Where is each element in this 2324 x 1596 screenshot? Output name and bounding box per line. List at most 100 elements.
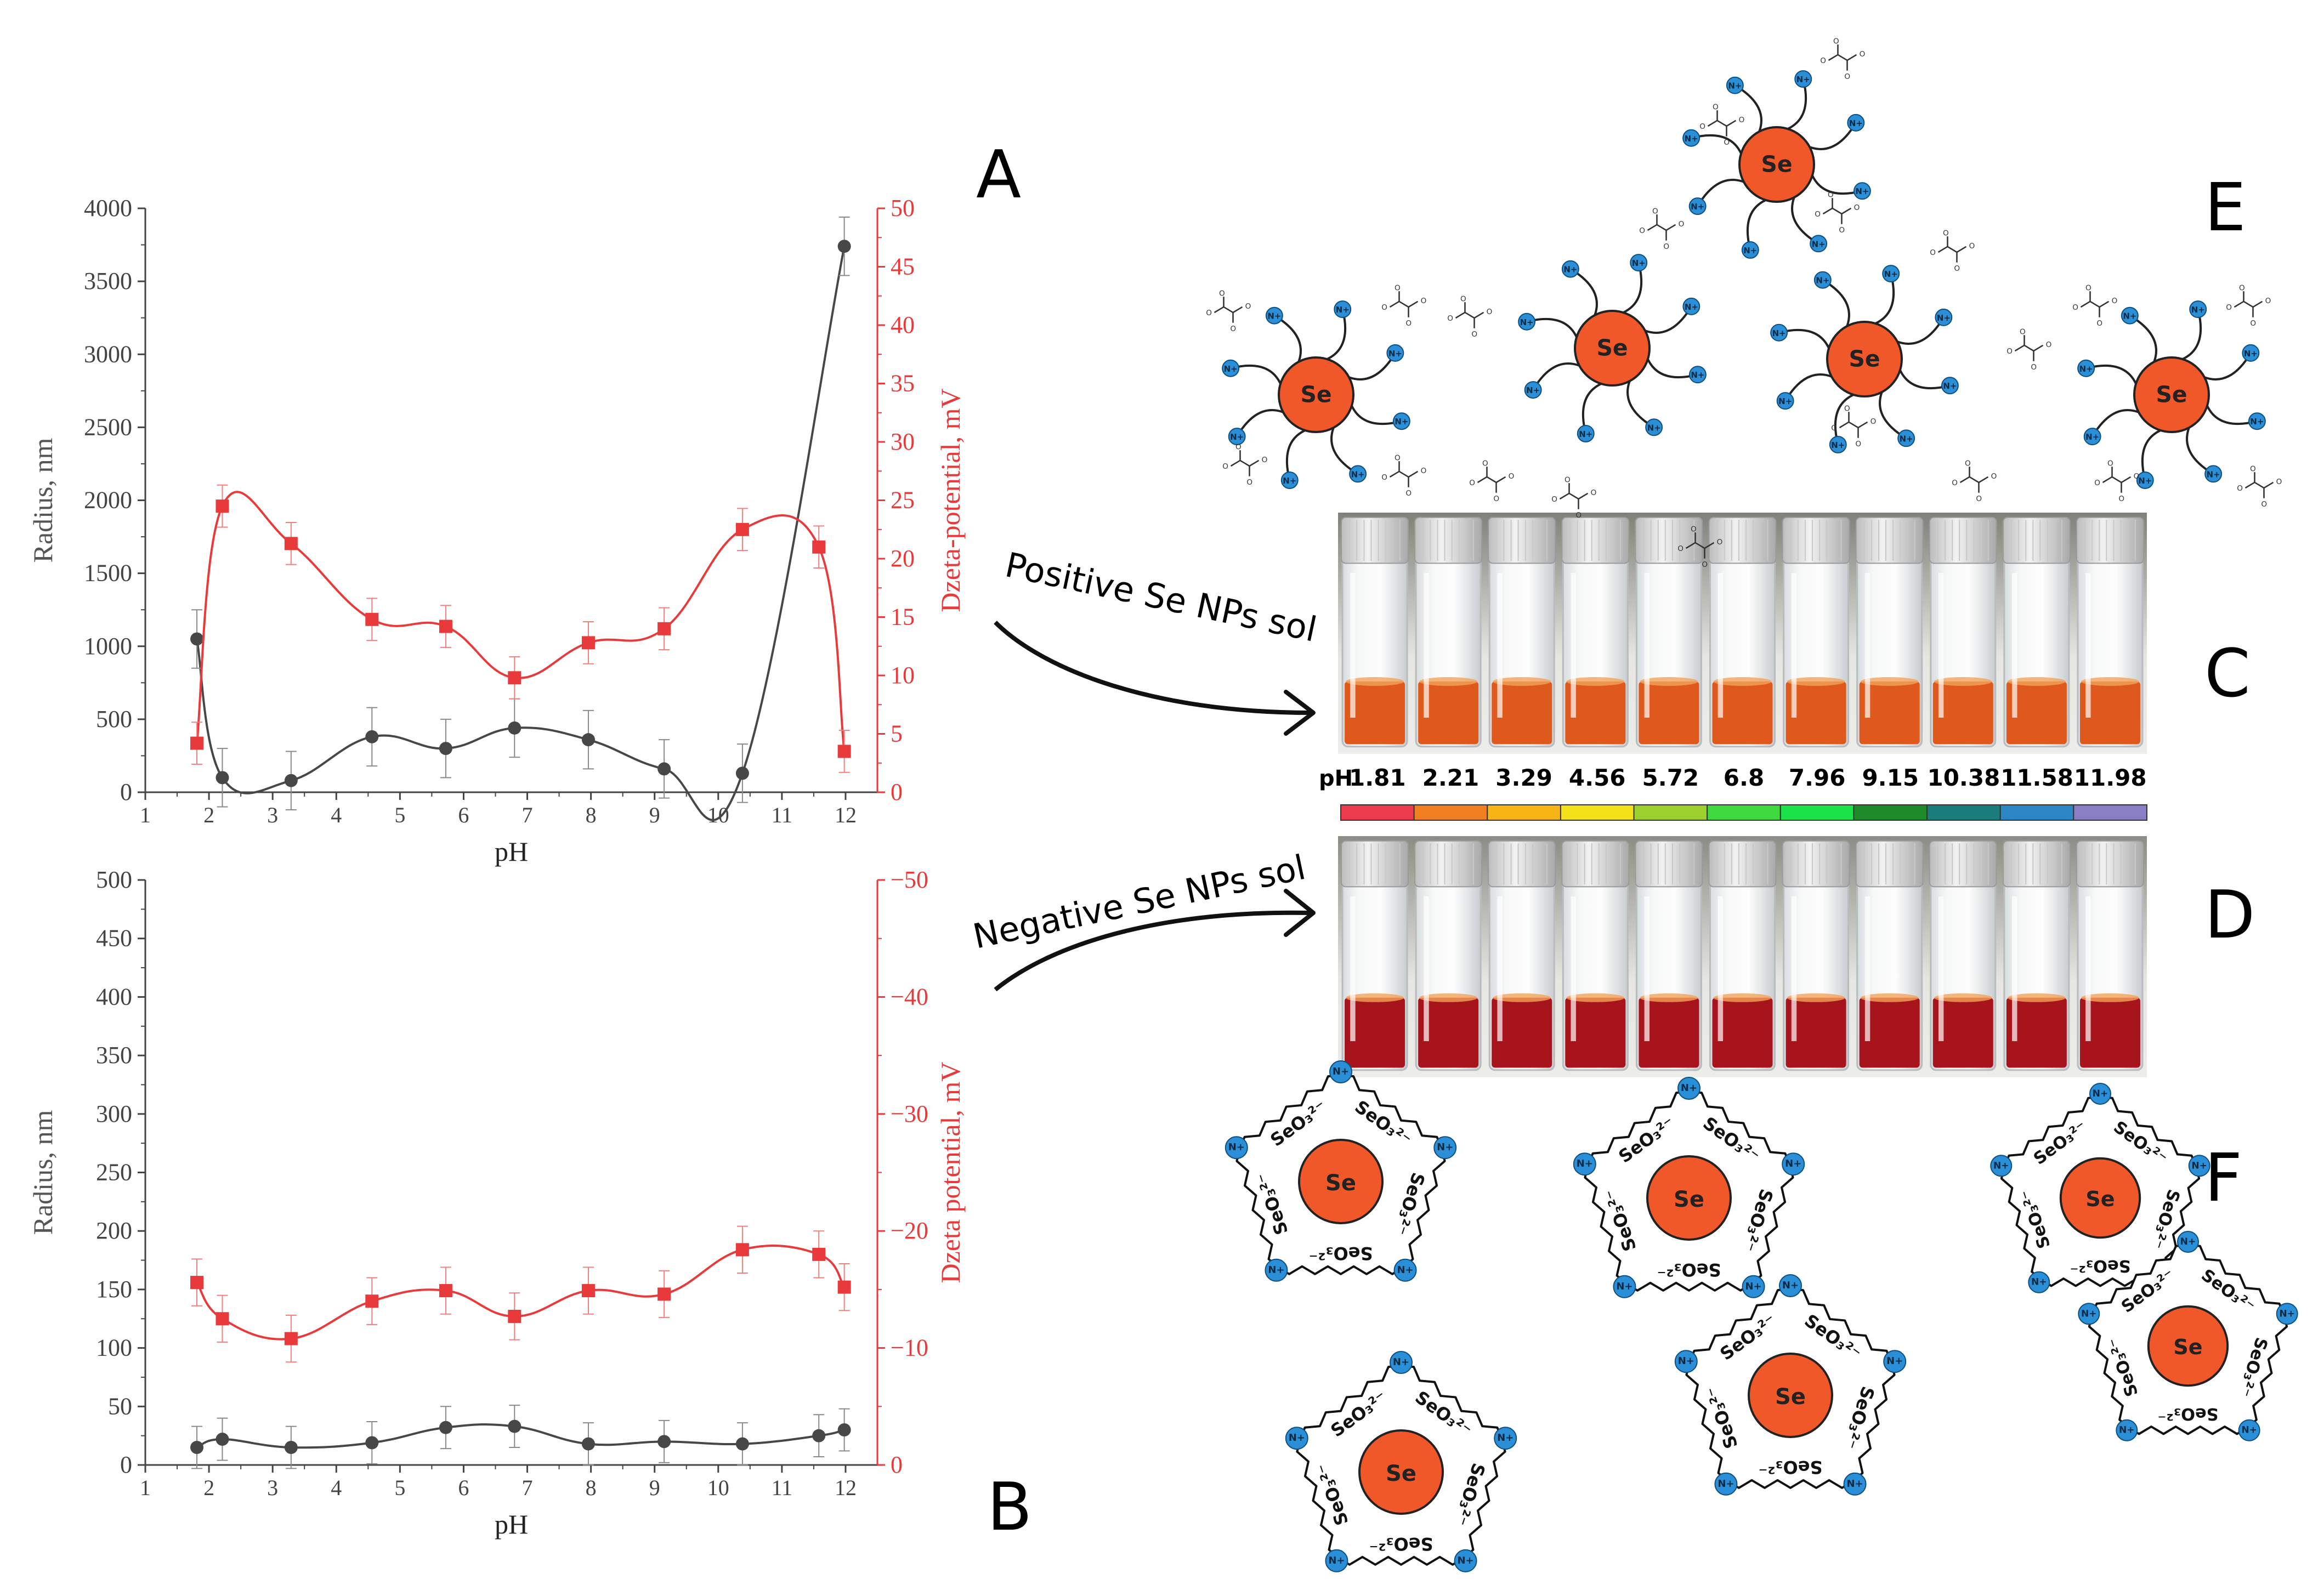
ammonium-group (2116, 1419, 2138, 1441)
x-tick-label: 12 (835, 1475, 857, 1500)
cation-label: N+ (1526, 385, 1540, 395)
liquid-meniscus (1934, 677, 1992, 686)
cation-label: N+ (1230, 432, 1244, 442)
bond (1656, 214, 1667, 241)
ph-value-label: 11.58 (2000, 764, 2073, 791)
positive-nanoparticle: N+ N+ N+ N+ N+ N+ N+ N+ Se (1770, 265, 1959, 453)
atom-label: O (1487, 308, 1493, 316)
bond (2243, 291, 2254, 317)
left-tick-label: 450 (96, 925, 132, 952)
data-point (812, 1429, 826, 1442)
left-tick-label: 500 (96, 706, 132, 732)
cation-label: N+ (1632, 258, 1646, 268)
carboxylate-molecule: O O O O (1206, 289, 1251, 333)
x-tick-label: 4 (331, 803, 342, 827)
bond (1230, 459, 1260, 467)
carboxylate-molecule: O O O O (1815, 190, 1860, 235)
vial-cap (1341, 516, 1409, 564)
cation-label: N+ (1577, 1158, 1593, 1169)
atom-label: O (1591, 489, 1597, 497)
vial-cap (1414, 840, 1483, 888)
atom-label: O (1713, 103, 1719, 111)
atom-label: O (1421, 467, 1427, 475)
data-point (581, 1284, 595, 1298)
left-tick-label: 3500 (84, 268, 132, 294)
ammonium-group (1714, 1472, 1738, 1496)
cation-label: N+ (1937, 313, 1951, 323)
cation-label: N+ (1884, 269, 1898, 279)
vial (1635, 840, 1703, 1071)
data-point (735, 522, 749, 536)
ammonium-group (1677, 1077, 1701, 1100)
x-tick-label: 8 (586, 803, 597, 827)
ammonium-group (2077, 359, 2095, 377)
right-tick-label: 0 (891, 779, 903, 805)
anion-label: SeO₃²⁻ (1309, 1243, 1373, 1264)
x-tick-label: 11 (772, 1475, 793, 1500)
atom-label: O (1381, 303, 1387, 312)
ammonium-group (1779, 1274, 1802, 1297)
glass-highlight (1350, 573, 1356, 718)
cation-label: N+ (1678, 1355, 1694, 1367)
liquid-meniscus (1787, 677, 1845, 686)
se-core-label: Se (1775, 1384, 1806, 1410)
atom-label: O (1509, 472, 1515, 481)
positive-nanoparticle: N+ N+ N+ N+ N+ N+ N+ N+ Se (1222, 300, 1410, 489)
x-tick-label: 3 (267, 803, 278, 827)
ph-value-label: 1.81 (1349, 764, 1406, 791)
vial-cap (1488, 840, 1556, 888)
liquid-meniscus (1346, 993, 1404, 1002)
liquid-meniscus (1566, 993, 1625, 1002)
se-core (1646, 1155, 1732, 1241)
ph-color-swatch (1707, 804, 1781, 821)
photo-negative-sols (1338, 836, 2147, 1077)
atom-label: O (2107, 459, 2113, 468)
left-tick-label: 3000 (84, 340, 132, 367)
cation-label: N+ (1846, 1478, 1863, 1490)
data-point (216, 1312, 229, 1326)
cation-label: N+ (1268, 1264, 1284, 1276)
x-tick-label: 12 (835, 803, 857, 827)
data-point (735, 766, 749, 780)
left-tick-label: 50 (108, 1393, 132, 1419)
ammonium-group (2177, 1231, 2199, 1253)
right-tick-label: 30 (891, 428, 915, 455)
ammonium-group (1843, 1472, 1867, 1496)
panel-letter-c: C (2204, 636, 2251, 712)
vial-cap (1341, 840, 1409, 888)
data-point (837, 240, 851, 253)
cation-label: N+ (1728, 81, 1742, 91)
ammonium-group (2204, 465, 2223, 483)
cation-label: N+ (2031, 1277, 2047, 1288)
left-tick-label: 250 (96, 1159, 132, 1186)
cation-label: N+ (2138, 476, 2152, 486)
atom-label: O (2094, 479, 2100, 487)
ammonium-group (1941, 377, 1959, 395)
right-tick-label: 10 (891, 662, 915, 689)
bond (2111, 467, 2122, 493)
right-axis-label: Dzeta potential, mV (935, 1061, 966, 1283)
ph-value-label: 4.56 (1569, 764, 1626, 791)
liquid-meniscus (1640, 993, 1698, 1002)
bond (1223, 297, 1234, 323)
ammonium-group (1782, 1152, 1805, 1176)
data-point (439, 1284, 452, 1298)
series-radius (190, 216, 851, 821)
right-axis-label: Dzeta-potential, mV (935, 388, 966, 612)
vial-liquid (1859, 997, 1920, 1068)
data-point (284, 1332, 298, 1345)
se-core-label: Se (1325, 1171, 1356, 1196)
vial (1708, 516, 1777, 748)
data-point (581, 1437, 595, 1451)
x-tick-label: 7 (522, 803, 533, 827)
right-tick-label: −20 (891, 1217, 928, 1244)
anion-label: SeO₃²⁻ (1657, 1259, 1721, 1280)
vial (1414, 516, 1483, 748)
vial-liquid (1712, 681, 1773, 745)
liquid-meniscus (2007, 677, 2066, 686)
ammonium-group (1433, 1136, 1457, 1160)
cation-label: N+ (1849, 118, 1863, 128)
negative-nanoparticle: N+N+N+N+N+SeO₃²⁻SeO₃²⁻SeO₃²⁻SeO₃²⁻SeO₃²⁻… (1573, 1077, 1805, 1298)
ph-color-swatch (1999, 804, 2074, 821)
data-point (508, 1419, 522, 1433)
